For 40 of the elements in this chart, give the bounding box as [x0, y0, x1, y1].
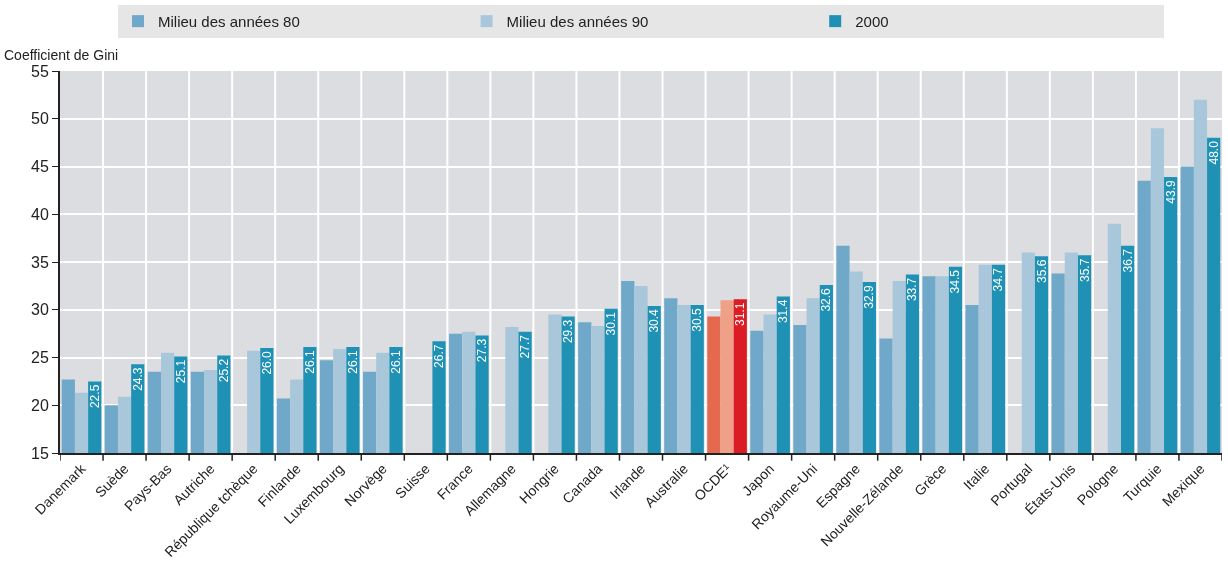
data-label: 36.7: [1120, 248, 1135, 273]
data-label: 34.5: [948, 269, 963, 294]
data-label: 26.1: [302, 350, 317, 374]
data-label: 30.1: [604, 311, 619, 336]
data-label: 22.5: [87, 384, 102, 409]
y-tick-label: 40: [31, 205, 49, 223]
y-tick-label: 25: [31, 349, 49, 367]
data-label: 43.9: [1163, 180, 1178, 204]
data-label: 25.1: [173, 359, 188, 384]
y-tick-label: 15: [31, 444, 49, 462]
y-axis-title: Coefficient de Gini: [4, 47, 119, 63]
data-label: 27.7: [518, 334, 533, 359]
data-label: 26.7: [432, 344, 447, 368]
data-label: 26.1: [388, 350, 403, 374]
data-label: 35.6: [1034, 259, 1049, 283]
y-tick-label: 50: [31, 110, 49, 128]
data-label: 32.9: [862, 285, 877, 309]
legend-label: Milieu des années 80: [158, 12, 300, 30]
data-label: 48.0: [1206, 140, 1221, 165]
data-label: 31.1: [733, 302, 748, 326]
data-label: 27.3: [475, 338, 490, 363]
data-label: 32.6: [819, 287, 834, 312]
data-label: 24.3: [130, 367, 145, 391]
y-tick-label: 55: [31, 62, 49, 80]
data-label: 29.3: [561, 319, 576, 344]
data-label: 35.7: [1077, 258, 1092, 282]
legend-label: 2000: [855, 12, 889, 30]
data-label: 33.7: [905, 277, 920, 302]
y-tick-label: 45: [31, 158, 49, 176]
data-label: 26.1: [345, 350, 360, 374]
data-label: 30.5: [690, 307, 705, 332]
y-tick-label: 30: [31, 301, 49, 319]
y-tick-label: 20: [31, 396, 49, 414]
data-label: 30.4: [647, 308, 662, 333]
y-tick-label: 35: [31, 253, 49, 271]
data-label: 31.4: [776, 299, 791, 324]
data-label: 25.2: [216, 358, 231, 383]
data-label: 34.7: [991, 267, 1006, 292]
data-label: 26.0: [259, 350, 274, 375]
legend-label: Milieu des années 90: [506, 12, 649, 30]
